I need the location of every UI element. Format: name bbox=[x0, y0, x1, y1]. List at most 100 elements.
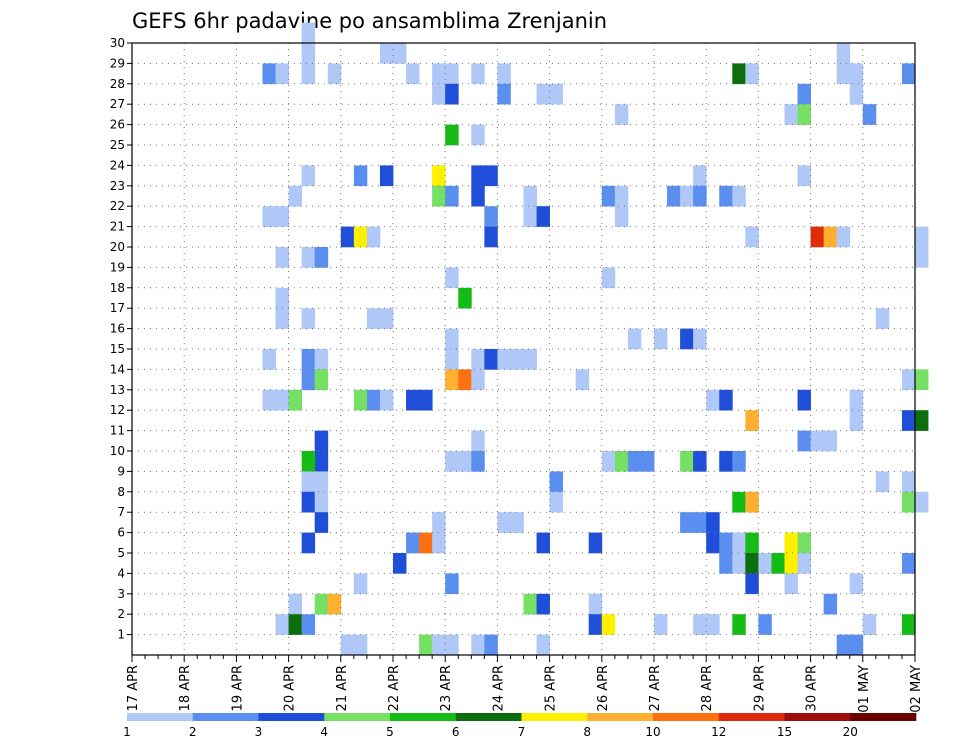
x-tick-label: 21 APR bbox=[335, 665, 350, 711]
heatmap-cell bbox=[915, 491, 929, 513]
heatmap-cell bbox=[836, 43, 851, 64]
heatmap-cell bbox=[471, 349, 485, 370]
heatmap-cell bbox=[745, 491, 759, 513]
heatmap-cell bbox=[353, 389, 368, 411]
y-tick-label: 22 bbox=[110, 199, 125, 213]
heatmap-cell bbox=[353, 573, 368, 595]
colorbar-swatch bbox=[455, 713, 522, 721]
heatmap-cell bbox=[536, 83, 550, 105]
chart-title: GEFS 6hr padavine po ansamblima Zrenjani… bbox=[132, 9, 607, 33]
heatmap-cell bbox=[901, 63, 916, 85]
heatmap-cell bbox=[719, 451, 733, 472]
heatmap-cell bbox=[458, 369, 472, 391]
heatmap-cell bbox=[797, 430, 811, 452]
heatmap-cell bbox=[523, 185, 537, 207]
colorbar-label: 5 bbox=[386, 725, 394, 739]
heatmap-cell bbox=[823, 593, 838, 615]
heatmap-cell bbox=[915, 226, 929, 248]
heatmap-cell bbox=[301, 491, 316, 513]
heatmap-cell bbox=[667, 185, 681, 207]
y-tick-label: 30 bbox=[110, 36, 125, 50]
heatmap-cell bbox=[275, 287, 289, 309]
colorbar-swatch bbox=[127, 713, 194, 721]
heatmap-cell bbox=[445, 634, 459, 656]
heatmap-cell bbox=[693, 328, 707, 350]
heatmap-cell bbox=[445, 63, 459, 85]
heatmap-cell bbox=[797, 553, 811, 574]
heatmap-cell bbox=[471, 165, 485, 187]
y-tick-label: 15 bbox=[110, 342, 125, 356]
heatmap-cell bbox=[536, 532, 550, 554]
y-tick-label: 5 bbox=[117, 546, 125, 560]
heatmap-cell bbox=[445, 185, 459, 207]
heatmap-cell bbox=[432, 63, 446, 85]
heatmap-cell bbox=[458, 287, 472, 309]
y-tick-label: 29 bbox=[110, 56, 125, 70]
heatmap-cell bbox=[836, 634, 851, 656]
heatmap-cell bbox=[484, 634, 498, 656]
colorbar-label: 2 bbox=[189, 725, 197, 739]
heatmap-cell bbox=[484, 165, 498, 187]
heatmap-cell bbox=[510, 349, 524, 370]
heatmap-cell bbox=[719, 389, 733, 411]
x-tick-label: 24 APR bbox=[491, 665, 506, 711]
heatmap-cell bbox=[301, 471, 316, 493]
heatmap-cell bbox=[915, 247, 929, 268]
heatmap-cell bbox=[849, 389, 864, 411]
heatmap-cell bbox=[549, 83, 564, 105]
heatmap-cell bbox=[288, 185, 303, 207]
colorbar-swatch bbox=[718, 713, 785, 721]
heatmap-cell bbox=[275, 63, 289, 85]
y-tick-label: 6 bbox=[117, 526, 125, 540]
heatmap-cell bbox=[314, 349, 329, 370]
heatmap-cell bbox=[314, 369, 329, 391]
heatmap-cell bbox=[301, 22, 316, 44]
heatmap-cell bbox=[301, 247, 316, 268]
heatmap-cell bbox=[745, 410, 759, 431]
y-tick-label: 3 bbox=[117, 587, 125, 601]
heatmap-cell bbox=[849, 63, 864, 85]
heatmap-cell bbox=[901, 369, 916, 391]
colorbar-label: 7 bbox=[518, 725, 526, 739]
heatmap-cell bbox=[314, 512, 329, 533]
colorbar-swatch bbox=[784, 713, 851, 721]
heatmap-cell bbox=[471, 430, 485, 452]
heatmap-cell bbox=[719, 185, 733, 207]
heatmap-cell bbox=[588, 532, 603, 554]
y-tick-label: 12 bbox=[110, 403, 125, 417]
heatmap-cell bbox=[314, 451, 329, 472]
heatmap-cell bbox=[523, 593, 537, 615]
x-tick-label: 25 APR bbox=[544, 665, 559, 711]
x-tick-label: 30 APR bbox=[805, 665, 820, 711]
heatmap-cell bbox=[732, 532, 746, 554]
y-tick-label: 9 bbox=[117, 464, 125, 478]
heatmap-cell bbox=[614, 451, 629, 472]
heatmap-cell bbox=[680, 512, 694, 533]
heatmap-cell bbox=[419, 389, 433, 411]
heatmap-cell bbox=[784, 532, 798, 554]
heatmap-cell bbox=[432, 165, 446, 187]
heatmap-cell bbox=[706, 614, 720, 635]
y-tick-label: 13 bbox=[110, 383, 125, 397]
heatmap-cell bbox=[836, 226, 851, 248]
heatmap-cell bbox=[784, 553, 798, 574]
x-tick-label: 02 MAY bbox=[909, 665, 924, 713]
x-tick-label: 01 MAY bbox=[857, 665, 872, 713]
heatmap-cell bbox=[745, 573, 759, 595]
heatmap-cell bbox=[484, 226, 498, 248]
heatmap-cell bbox=[810, 226, 825, 248]
heatmap-cell bbox=[758, 553, 772, 574]
heatmap-cell bbox=[549, 491, 564, 513]
heatmap-cell bbox=[732, 553, 746, 574]
y-axis-ticks: 1234567891011121314151617181920212223242… bbox=[110, 36, 132, 642]
heatmap-cell bbox=[614, 104, 629, 125]
colorbar-label: 1 bbox=[123, 725, 131, 739]
heatmap-cell bbox=[314, 430, 329, 452]
x-tick-label: 29 APR bbox=[752, 665, 767, 711]
heatmap-cell bbox=[797, 104, 811, 125]
colorbar-label: 20 bbox=[843, 725, 858, 739]
colorbar-swatch bbox=[192, 713, 259, 721]
colorbar-label: 12 bbox=[711, 725, 726, 739]
heatmap-cell bbox=[432, 532, 446, 554]
heatmap-cell bbox=[497, 349, 511, 370]
